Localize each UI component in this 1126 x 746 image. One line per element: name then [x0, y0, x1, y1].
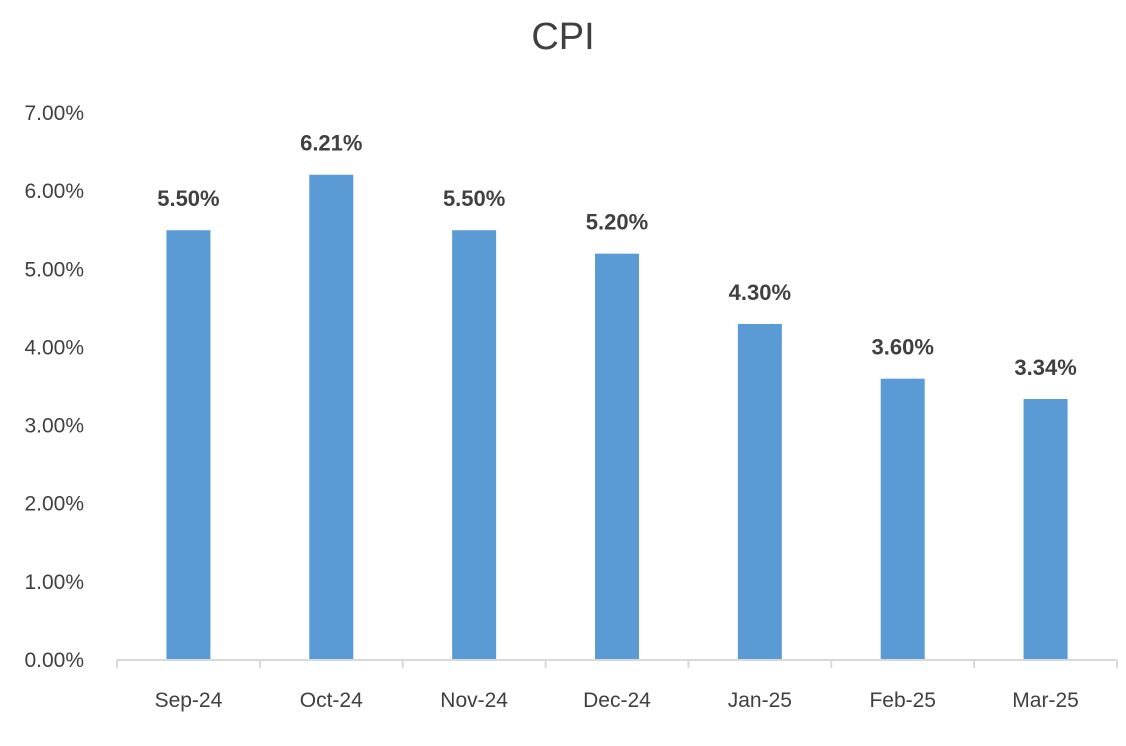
x-axis: [116, 659, 1118, 668]
bars-group: [166, 174, 1068, 661]
data-label: 3.60%: [872, 335, 934, 360]
bar-sep-24: [166, 230, 211, 660]
data-label: 6.21%: [300, 131, 362, 156]
x-category-label: Oct-24: [300, 689, 363, 712]
x-category-label: Feb-25: [869, 689, 936, 712]
y-tick-label: 1.00%: [24, 571, 84, 594]
x-category-label: Mar-25: [1012, 689, 1079, 712]
data-label: 5.50%: [443, 186, 505, 211]
bar-feb-25: [880, 378, 925, 660]
y-tick-label: 0.00%: [24, 649, 84, 672]
y-tick-label: 2.00%: [24, 493, 84, 516]
data-label: 5.20%: [586, 210, 648, 235]
y-tick-label: 5.00%: [24, 258, 84, 281]
x-axis-category-labels: Sep-24 Oct-24 Nov-24 Dec-24 Jan-25 Feb-25 Mar-…: [155, 689, 1079, 712]
y-tick-label: 4.00%: [24, 336, 84, 359]
y-axis-tick-labels: 0.00% 1.00% 2.00% 3.00% 4.00% 5.00% 6.00% 7.00%: [24, 102, 84, 672]
bar-nov-24: [452, 230, 497, 660]
chart-title: CPI: [531, 16, 595, 58]
data-label: 4.30%: [729, 280, 791, 305]
y-tick-label: 6.00%: [24, 180, 84, 203]
bar-oct-24: [309, 174, 354, 661]
data-labels-group: 5.50% 6.21% 5.50% 5.20% 4.30% 3.60% 3.34%: [157, 131, 1077, 380]
x-category-label: Sep-24: [155, 689, 223, 712]
bar-dec-24: [595, 253, 639, 660]
y-tick-label: 7.00%: [24, 102, 84, 125]
data-label: 5.50%: [157, 186, 219, 211]
y-tick-label: 3.00%: [24, 415, 84, 438]
bar-mar-25: [1023, 399, 1068, 660]
data-label: 3.34%: [1014, 355, 1076, 380]
x-category-label: Jan-25: [728, 689, 792, 712]
bar-jan-25: [737, 323, 782, 660]
x-category-label: Dec-24: [583, 689, 651, 712]
x-category-label: Nov-24: [440, 689, 508, 712]
